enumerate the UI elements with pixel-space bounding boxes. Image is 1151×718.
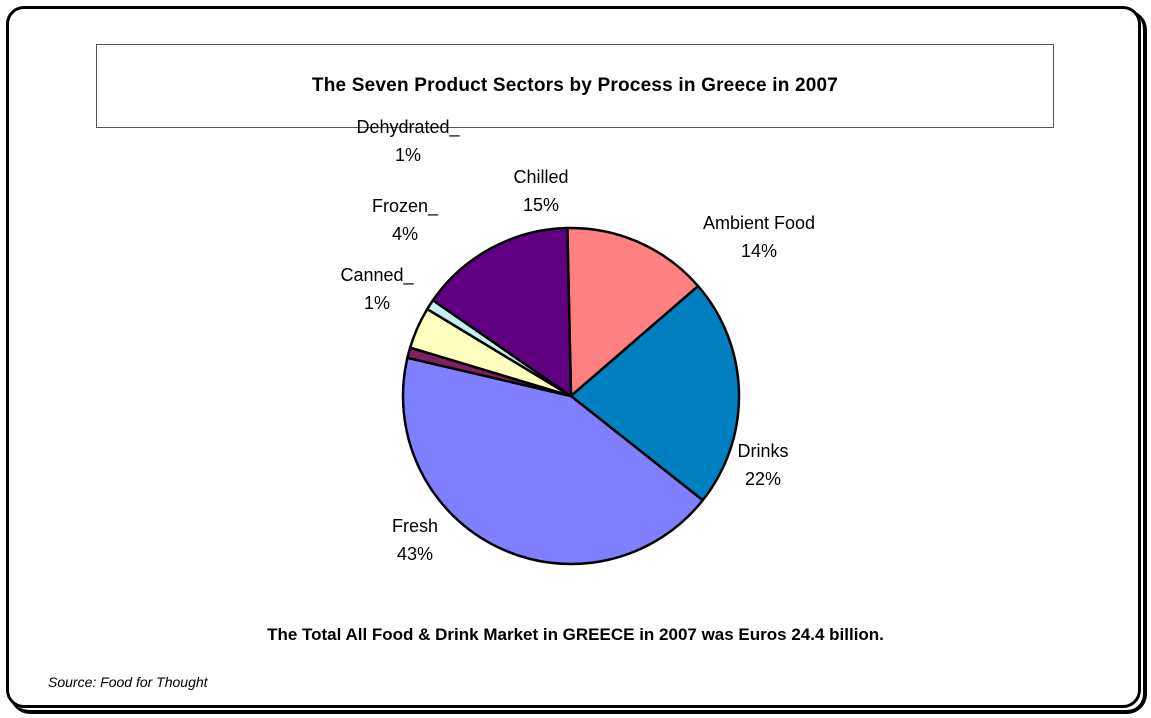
chart-title: The Seven Product Sectors by Process in … [311, 75, 839, 96]
slice-pct-drinks: 22% [745, 469, 781, 489]
slice-pct-canned: 1% [364, 293, 390, 313]
slice-pct-ambient-food: 14% [741, 241, 777, 261]
slice-pct-chilled: 15% [523, 195, 559, 215]
slice-label-frozen: Frozen_ [372, 196, 439, 217]
title-box: The Seven Product Sectors by Process in … [96, 44, 1054, 128]
pie-slice-chilled [431, 226, 573, 398]
slice-label-fresh: Fresh [392, 516, 438, 536]
source-note: Source: Food for Thought [48, 674, 208, 690]
slice-label-dehydrated: Dehydrated_ [356, 117, 460, 138]
slice-pct-frozen: 4% [392, 224, 418, 244]
frame-shadow [10, 10, 1147, 714]
slice-label-chilled: Chilled [513, 167, 568, 187]
pie-slice-fresh [401, 356, 704, 566]
slice-label-ambient-food: Ambient Food [703, 213, 815, 233]
pie-slice-drinks [569, 284, 741, 502]
market-total-note: The Total All Food & Drink Market in GRE… [267, 625, 884, 644]
slice-pct-fresh: 43% [397, 544, 433, 564]
slice-pct-dehydrated: 1% [395, 145, 421, 165]
slice-label-canned: Canned_ [340, 265, 414, 286]
slice-label-drinks: Drinks [737, 441, 788, 461]
pie-slice-ambient-food [566, 226, 700, 398]
